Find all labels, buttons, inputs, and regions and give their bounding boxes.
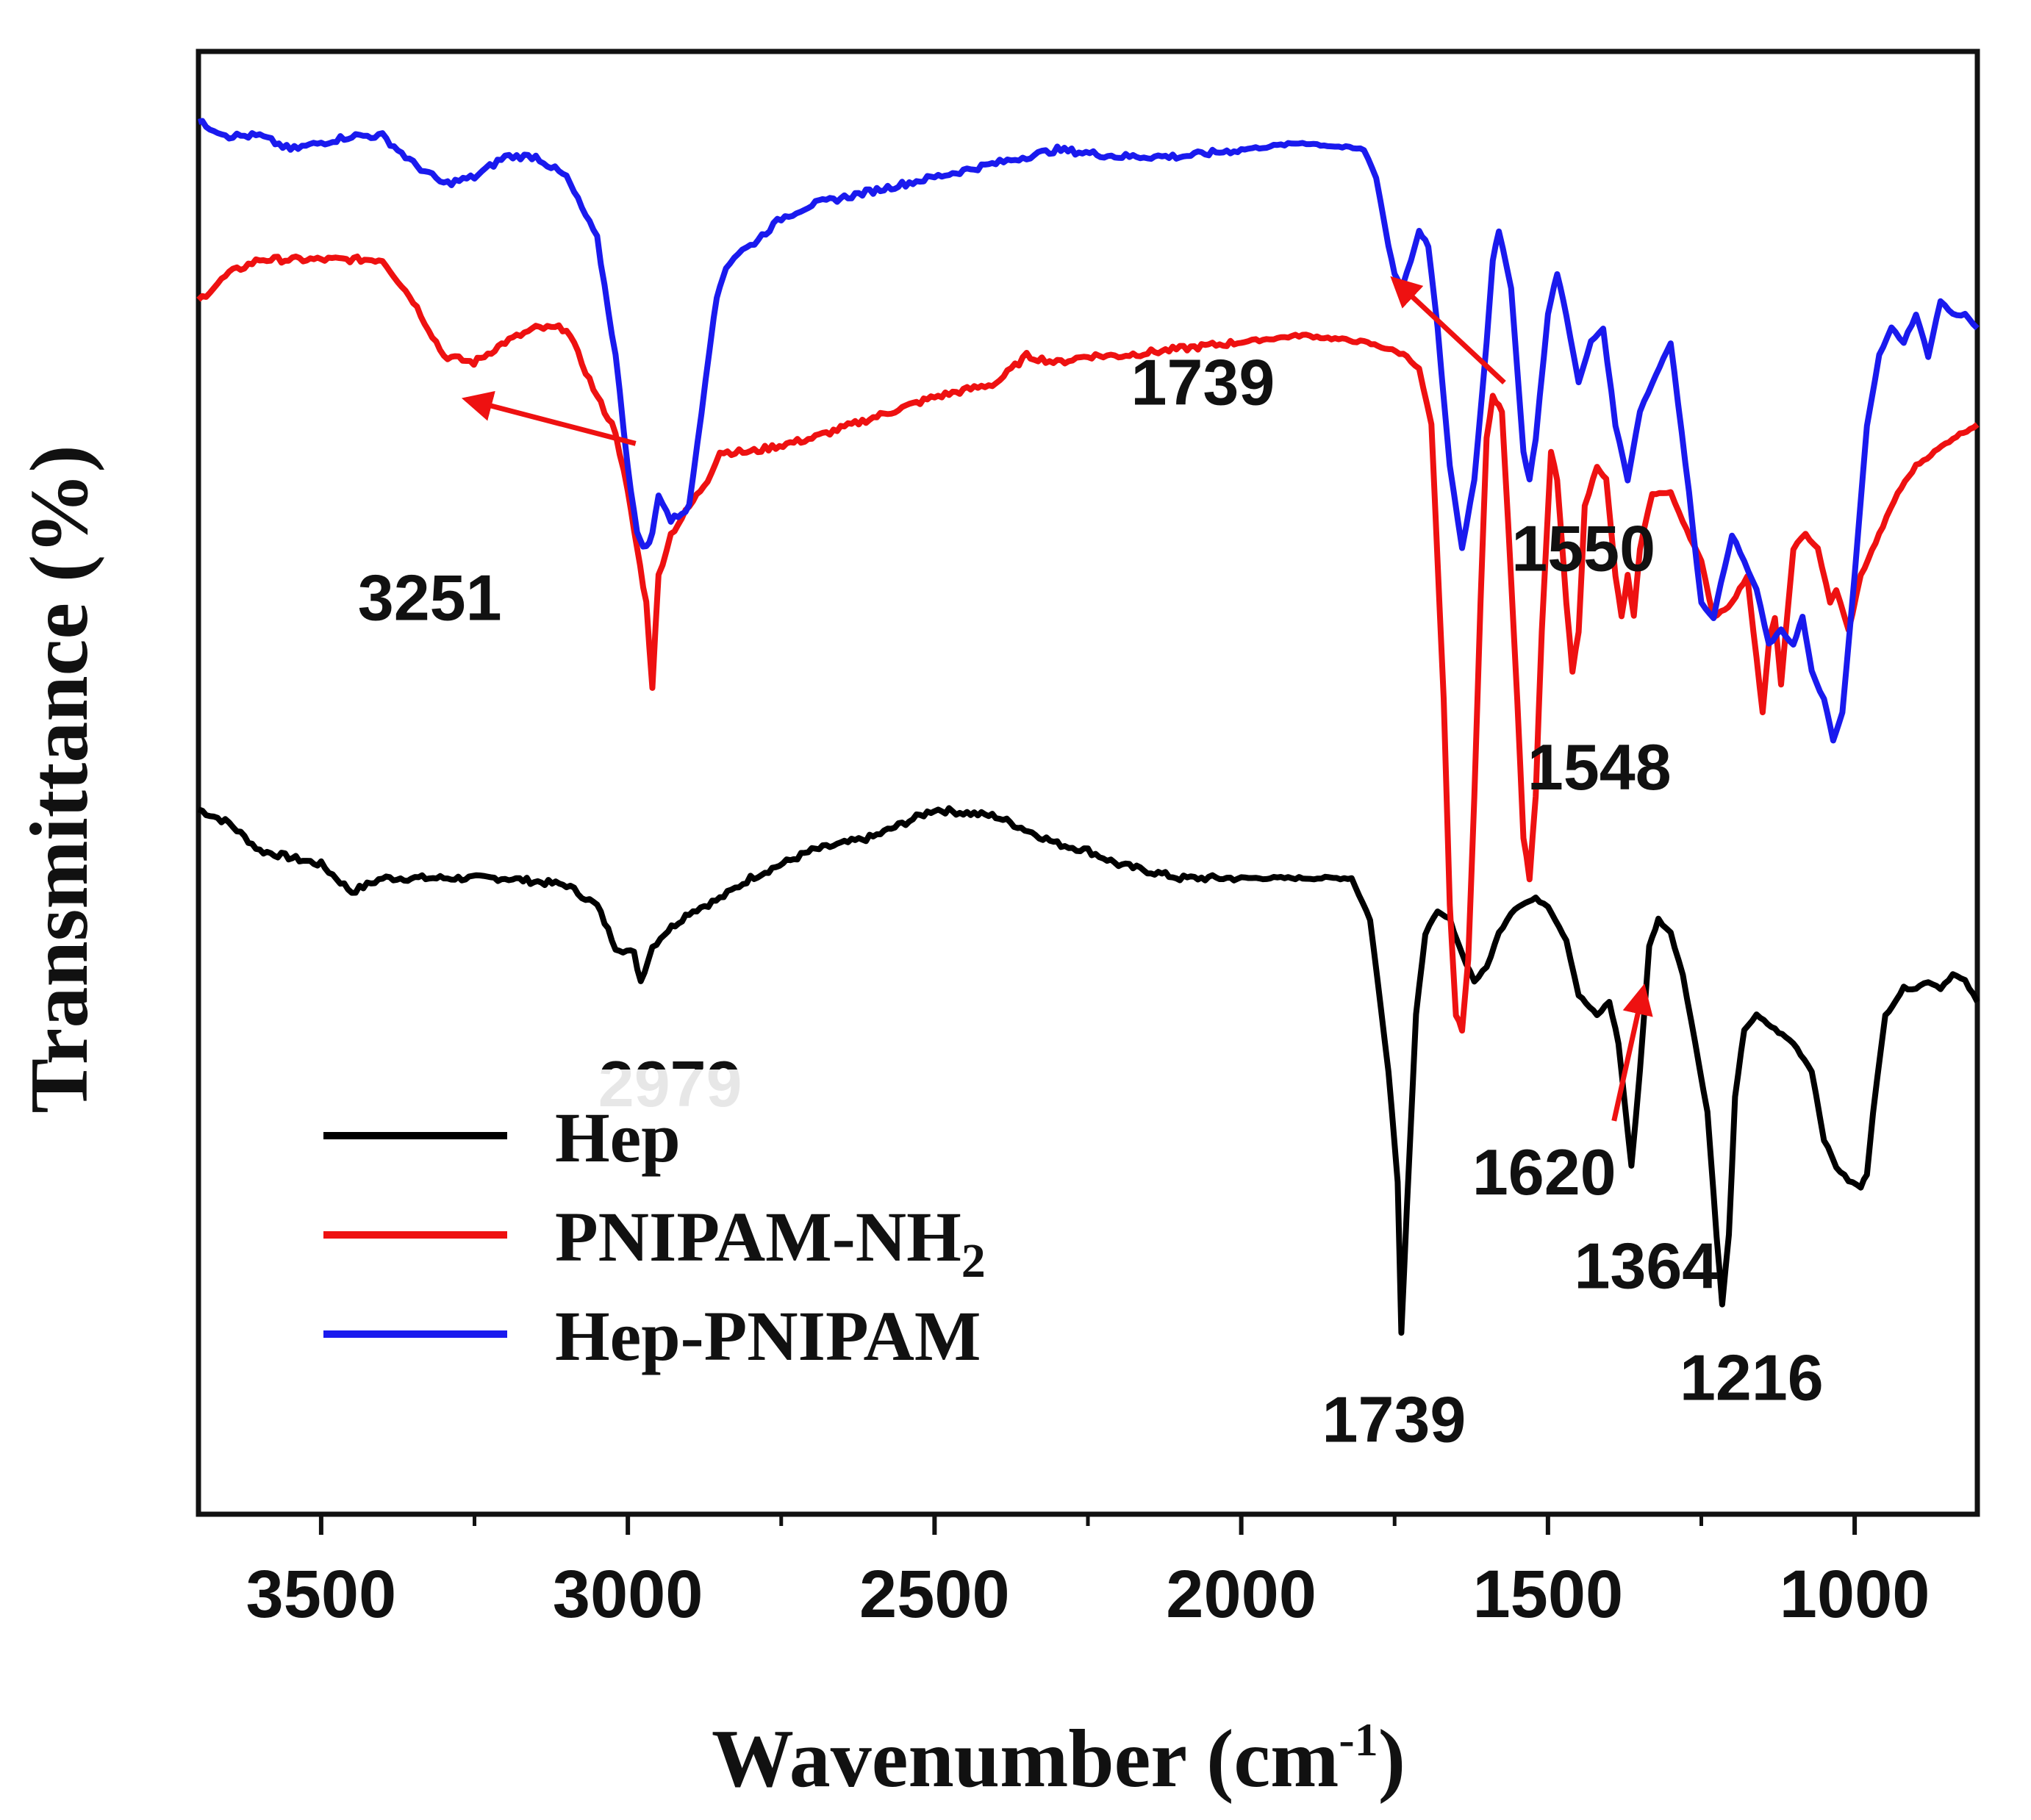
x-axis-title: Wavenumber (cm-1) (712, 1713, 1405, 1805)
x-tick-label-1500: 1500 (1473, 1557, 1624, 1632)
peak-label-1620-hep: 1620 (1472, 1136, 1616, 1208)
peak-label-1216-hep: 1216 (1680, 1341, 1824, 1414)
series-layer (196, 118, 1980, 1336)
annotations: 325129791739155015481620136417391216 (358, 276, 1824, 1456)
x-tick-label-1000: 1000 (1780, 1557, 1930, 1632)
peak-label-3251-pnipam-nh: 3251 (358, 561, 502, 634)
series-line-hep (197, 805, 1980, 1336)
peak-arrow-1620 (1611, 984, 1653, 1122)
peak-label-1364-hep: 1364 (1574, 1229, 1718, 1302)
legend-box (294, 1070, 1117, 1378)
peak-label-1739-hep: 1739 (1322, 1383, 1466, 1456)
series-line-hep-pnipam (197, 118, 1980, 744)
x-tick-label-2000: 2000 (1166, 1557, 1317, 1632)
x-tick-label-3500: 3500 (246, 1557, 397, 1632)
peak-arrow-1739 (1390, 276, 1506, 385)
legend: Hep PNIPAM-NH2 Hep-PNIPAM (294, 1070, 1117, 1378)
x-tick-label-3000: 3000 (553, 1557, 703, 1632)
x-tick-label-2500: 2500 (859, 1557, 1010, 1632)
peak-label-1548-pnipam-nh: 1548 (1527, 731, 1672, 803)
peak-label-1550-pnipam-nh: 1550 (1511, 512, 1655, 585)
y-axis-title: Transmittance (%) (14, 445, 105, 1113)
x-ticks: 3500 3000 2500 2000 1500 1000 (246, 1514, 1930, 1632)
peak-label-1739-hep-pnipam: 1739 (1131, 346, 1275, 419)
peak-arrow-3251 (461, 390, 637, 446)
series-line-pnipam-nh2 (196, 254, 1980, 1034)
legend-label-pnipam-nh2: PNIPAM-NH2 (555, 1197, 986, 1288)
legend-label-hep: Hep (555, 1098, 681, 1177)
legend-label-hep-pnipam: Hep-PNIPAM (555, 1297, 981, 1375)
